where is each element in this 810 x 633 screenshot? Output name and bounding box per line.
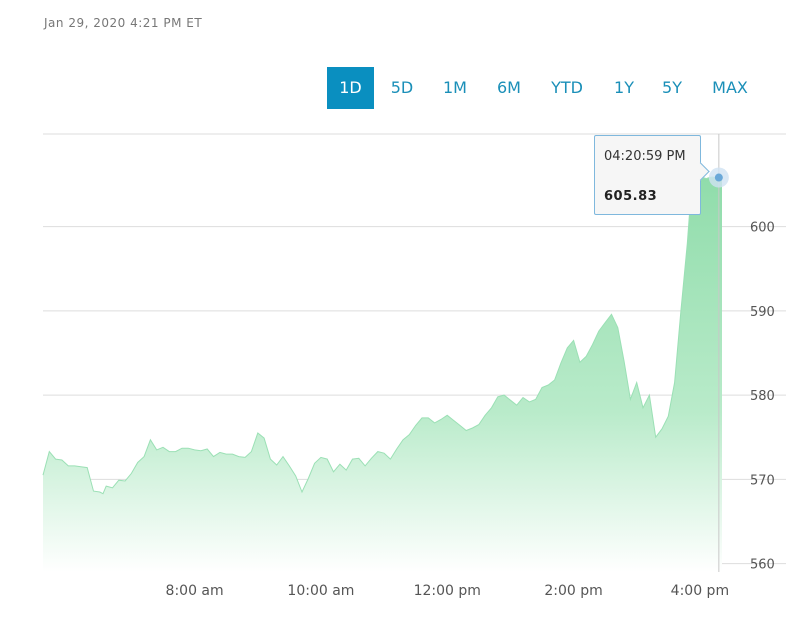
range-button-1m[interactable]: 1M	[443, 78, 467, 97]
y-tick-label: 580	[750, 389, 775, 404]
range-button-1d[interactable]: 1D	[327, 67, 374, 109]
y-tick-label: 590	[750, 305, 775, 320]
timestamp: Jan 29, 2020 4:21 PM ET	[44, 16, 203, 30]
y-tick-label: 570	[750, 473, 775, 488]
x-axis: 8:00 am 10:00 am 12:00 pm 2:00 pm 4:00 pm	[166, 583, 730, 599]
x-tick-label: 10:00 am	[287, 583, 354, 599]
range-button-5d[interactable]: 5D	[390, 78, 414, 97]
hover-marker	[714, 173, 723, 182]
range-button-ytd[interactable]: YTD	[551, 78, 583, 97]
x-tick-label: 8:00 am	[166, 583, 224, 599]
price-line	[42, 170, 723, 495]
y-axis: 560 570 580 590 600	[750, 221, 775, 573]
y-tick-label: 560	[750, 558, 775, 573]
range-button-6m[interactable]: 6M	[497, 78, 521, 97]
tooltip-price: 605.83	[604, 189, 658, 204]
range-button-max[interactable]: MAX	[712, 78, 748, 97]
tooltip-time: 04:20:59 PM	[604, 149, 686, 164]
x-tick-label: 12:00 pm	[414, 583, 481, 599]
range-button-1y[interactable]: 1Y	[614, 78, 634, 97]
range-button-5y[interactable]: 5Y	[662, 78, 682, 97]
x-tick-label: 2:00 pm	[544, 583, 602, 599]
price-area	[43, 171, 722, 572]
x-tick-label: 4:00 pm	[671, 583, 729, 599]
price-tooltip: 04:20:59 PM 605.83	[594, 135, 710, 215]
y-tick-label: 600	[750, 221, 775, 236]
